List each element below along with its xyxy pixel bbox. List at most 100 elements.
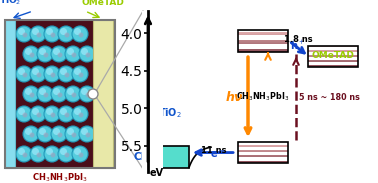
Circle shape — [67, 88, 74, 95]
Circle shape — [65, 113, 70, 117]
Circle shape — [16, 106, 32, 122]
Circle shape — [51, 152, 56, 158]
Bar — [238, 41, 288, 42]
Bar — [15, 20, 93, 168]
Circle shape — [43, 92, 48, 98]
Circle shape — [32, 28, 39, 35]
Text: OMeTAD: OMeTAD — [311, 51, 355, 60]
Circle shape — [53, 88, 60, 95]
Bar — [238, 48, 288, 49]
Circle shape — [51, 33, 56, 38]
Bar — [238, 146, 288, 147]
Circle shape — [72, 26, 88, 42]
Circle shape — [65, 152, 70, 158]
Circle shape — [43, 132, 48, 137]
Circle shape — [29, 53, 34, 57]
Text: 1.8 ns: 1.8 ns — [284, 35, 312, 44]
Circle shape — [65, 72, 70, 77]
Bar — [238, 40, 288, 41]
Bar — [5, 20, 15, 168]
Circle shape — [32, 148, 39, 155]
Circle shape — [23, 86, 39, 102]
Bar — [238, 30, 288, 52]
Circle shape — [51, 46, 67, 62]
Circle shape — [85, 132, 90, 137]
Circle shape — [79, 46, 95, 62]
Circle shape — [30, 146, 46, 162]
Circle shape — [74, 108, 81, 115]
Circle shape — [25, 88, 32, 95]
Circle shape — [60, 148, 67, 155]
Circle shape — [67, 128, 74, 135]
Circle shape — [23, 126, 39, 142]
Bar — [238, 43, 288, 44]
Circle shape — [32, 108, 39, 115]
Bar — [238, 142, 288, 163]
Circle shape — [25, 128, 32, 135]
Circle shape — [72, 146, 88, 162]
Bar — [238, 49, 288, 50]
Bar — [238, 160, 288, 161]
Circle shape — [71, 53, 76, 57]
Circle shape — [53, 48, 60, 55]
Circle shape — [65, 86, 81, 102]
Bar — [5, 20, 115, 168]
Circle shape — [44, 106, 60, 122]
Bar — [308, 61, 358, 62]
Circle shape — [79, 72, 84, 77]
Circle shape — [81, 48, 88, 55]
Circle shape — [18, 148, 25, 155]
Circle shape — [57, 92, 62, 98]
Circle shape — [30, 106, 46, 122]
Circle shape — [44, 66, 60, 82]
Circle shape — [37, 33, 42, 38]
Text: eV: eV — [150, 167, 164, 178]
Circle shape — [37, 46, 53, 62]
Circle shape — [58, 146, 74, 162]
Text: CH$_3$NH$_3$PbI$_3$: CH$_3$NH$_3$PbI$_3$ — [236, 91, 290, 103]
Bar — [238, 34, 288, 35]
Circle shape — [65, 126, 81, 142]
Circle shape — [16, 66, 32, 82]
Circle shape — [37, 152, 42, 158]
Circle shape — [79, 113, 84, 117]
Text: CH$_3$NH$_3$PbI$_3$: CH$_3$NH$_3$PbI$_3$ — [32, 172, 88, 183]
Circle shape — [30, 66, 46, 82]
Circle shape — [46, 148, 53, 155]
Circle shape — [51, 72, 56, 77]
Circle shape — [57, 53, 62, 57]
Circle shape — [29, 132, 34, 137]
Bar — [308, 50, 358, 51]
Bar — [308, 66, 358, 67]
Circle shape — [39, 128, 46, 135]
Circle shape — [81, 88, 88, 95]
Circle shape — [23, 152, 28, 158]
Bar — [238, 31, 288, 32]
Circle shape — [46, 28, 53, 35]
Circle shape — [23, 113, 28, 117]
Circle shape — [18, 108, 25, 115]
Circle shape — [74, 68, 81, 75]
Text: OMeTAD: OMeTAD — [82, 0, 124, 7]
Circle shape — [37, 72, 42, 77]
Circle shape — [67, 48, 74, 55]
Bar — [308, 46, 358, 67]
Bar — [238, 151, 288, 152]
Bar — [238, 32, 288, 33]
Circle shape — [65, 46, 81, 62]
Circle shape — [81, 128, 88, 135]
Bar — [238, 162, 288, 163]
Circle shape — [43, 53, 48, 57]
Circle shape — [85, 53, 90, 57]
Circle shape — [53, 128, 60, 135]
Circle shape — [37, 113, 42, 117]
Circle shape — [79, 152, 84, 158]
Bar — [308, 60, 358, 61]
Circle shape — [88, 89, 98, 99]
Bar — [308, 55, 358, 56]
Circle shape — [25, 48, 32, 55]
Circle shape — [57, 132, 62, 137]
Circle shape — [46, 68, 53, 75]
Circle shape — [58, 26, 74, 42]
Circle shape — [58, 106, 74, 122]
